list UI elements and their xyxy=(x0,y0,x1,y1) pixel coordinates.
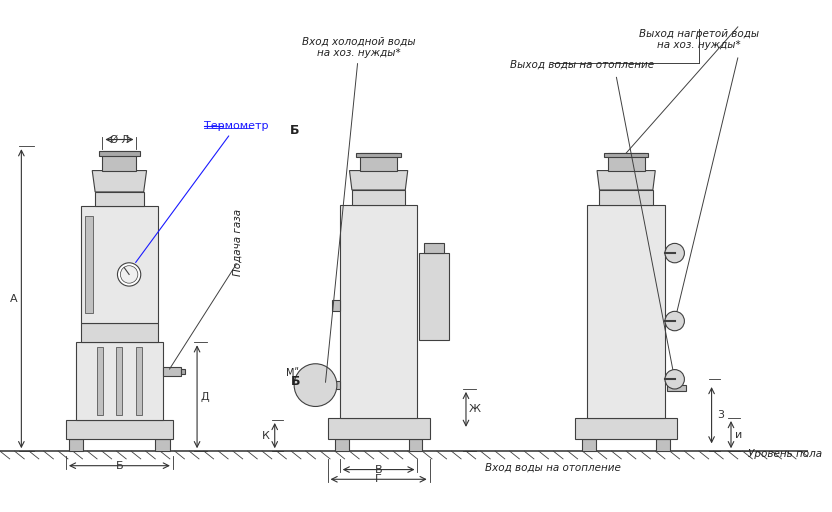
Bar xyxy=(352,190,405,205)
Text: Б: Б xyxy=(291,375,301,388)
Text: Вход воды на отопление: Вход воды на отопление xyxy=(485,463,622,473)
Bar xyxy=(339,205,418,418)
Text: A: A xyxy=(10,294,17,304)
Bar xyxy=(95,192,144,206)
Bar xyxy=(163,367,181,376)
Text: Б: Б xyxy=(116,461,123,471)
Circle shape xyxy=(665,243,685,263)
Text: Г: Г xyxy=(375,474,382,484)
Bar xyxy=(181,369,186,374)
Circle shape xyxy=(121,266,138,283)
Bar xyxy=(76,343,163,420)
Text: Выход нагретой воды
на хоз. нужды*: Выход нагретой воды на хоз. нужды* xyxy=(639,29,759,51)
Bar xyxy=(582,439,596,451)
Text: и: и xyxy=(735,430,742,440)
Text: Подача газа: Подача газа xyxy=(233,209,243,276)
Text: Д: Д xyxy=(201,392,209,402)
Bar xyxy=(360,153,397,170)
Bar xyxy=(600,190,653,205)
Bar xyxy=(310,381,339,389)
Bar xyxy=(116,347,122,415)
Bar xyxy=(102,151,136,170)
Circle shape xyxy=(117,263,141,286)
Bar xyxy=(656,439,670,451)
Bar xyxy=(607,153,645,170)
Bar xyxy=(81,206,158,323)
Bar xyxy=(424,243,443,253)
Circle shape xyxy=(295,364,337,407)
Polygon shape xyxy=(92,170,146,192)
Circle shape xyxy=(665,311,685,331)
Text: 3: 3 xyxy=(717,410,724,420)
Text: Термометр: Термометр xyxy=(136,121,269,263)
Text: Ж: Ж xyxy=(468,404,481,414)
Bar xyxy=(575,418,677,439)
Bar xyxy=(332,300,339,311)
Bar xyxy=(587,205,665,418)
Bar xyxy=(136,347,141,415)
Bar xyxy=(66,420,173,439)
Bar xyxy=(97,347,103,415)
Polygon shape xyxy=(597,170,656,190)
Text: Уровень пола: Уровень пола xyxy=(747,449,822,459)
Bar xyxy=(667,385,686,391)
Bar xyxy=(98,151,141,156)
Bar xyxy=(86,216,93,313)
Bar xyxy=(419,253,448,340)
Bar xyxy=(156,439,170,451)
Bar xyxy=(81,323,158,343)
Text: Выход воды на отопление: Выход воды на отопление xyxy=(510,59,655,70)
Bar xyxy=(409,439,423,451)
Bar xyxy=(69,439,83,451)
Polygon shape xyxy=(349,170,408,190)
Text: Б: Б xyxy=(290,124,299,137)
Bar xyxy=(307,379,312,391)
Bar xyxy=(328,418,429,439)
Bar xyxy=(335,439,349,451)
Circle shape xyxy=(665,370,685,389)
Text: Вход холодной воды
на хоз. нужды*: Вход холодной воды на хоз. нужды* xyxy=(302,36,416,382)
Text: В: В xyxy=(374,464,383,475)
Text: К: К xyxy=(262,431,270,441)
Text: Ø Л: Ø Л xyxy=(110,135,129,144)
Bar xyxy=(604,153,648,157)
Text: Мʺ: Мʺ xyxy=(286,368,299,378)
Bar xyxy=(356,153,401,157)
